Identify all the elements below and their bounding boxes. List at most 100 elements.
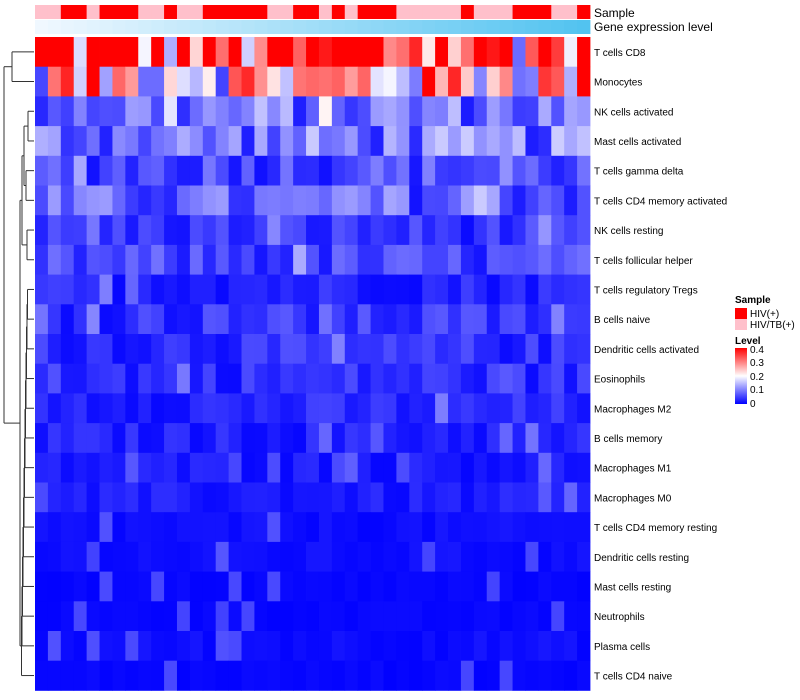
heatmap-cell — [370, 126, 384, 157]
heatmap-cell — [486, 452, 501, 483]
heatmap-cell — [499, 423, 513, 454]
heatmap-cell — [564, 393, 578, 424]
heatmap-cell — [551, 155, 565, 186]
heatmap-cell — [435, 96, 449, 127]
heatmap-cell — [460, 452, 475, 483]
heatmap-cell — [564, 155, 578, 186]
heatmap-cell — [293, 96, 307, 127]
heatmap-cell — [577, 452, 591, 483]
heatmap-cell — [151, 601, 165, 632]
heatmap-cell — [151, 37, 165, 68]
heatmap-cell — [164, 274, 178, 305]
heatmap-cell — [189, 185, 204, 216]
heatmap-cell — [318, 215, 333, 246]
heatmap-cell — [383, 96, 397, 127]
heatmap-cell — [241, 37, 255, 68]
heatmap-cell — [267, 601, 281, 632]
row-label: Eosinophils — [594, 375, 645, 386]
heatmap-cell — [577, 304, 591, 335]
heatmap-cell — [99, 304, 113, 335]
heatmap-cell — [538, 363, 552, 394]
heatmap-cell — [344, 660, 359, 691]
heatmap-cell — [538, 304, 552, 335]
heatmap-cell — [228, 660, 242, 691]
heatmap-cell — [189, 541, 204, 572]
heatmap-cell — [318, 334, 333, 365]
expression-annotation-cell — [125, 20, 139, 34]
heatmap-cell — [396, 185, 410, 216]
heatmap-cell — [176, 631, 191, 662]
heatmap-cell — [241, 304, 255, 335]
heatmap-cell — [112, 541, 126, 572]
heatmap-cell — [35, 452, 49, 483]
heatmap-cell — [138, 274, 152, 305]
heatmap-cell — [409, 37, 423, 68]
heatmap-cell — [577, 274, 591, 305]
heatmap-cell — [267, 155, 281, 186]
heatmap-cell — [86, 66, 100, 97]
heatmap-cell — [293, 393, 307, 424]
heatmap-cell — [47, 96, 62, 127]
heatmap-cell — [538, 660, 552, 691]
heatmap-cell — [318, 601, 333, 632]
heatmap-cell — [241, 66, 255, 97]
heatmap-cell — [525, 126, 539, 157]
heatmap-cell — [370, 541, 384, 572]
heatmap-cell — [151, 155, 165, 186]
heatmap-cell — [228, 126, 242, 157]
heatmap-cell — [280, 37, 294, 68]
expression-annotation-cell — [151, 20, 165, 34]
heatmap-cell — [241, 631, 255, 662]
heatmap-cell — [215, 393, 230, 424]
heatmap-cell — [460, 37, 475, 68]
heatmap-cell — [164, 244, 178, 275]
heatmap-cell — [357, 660, 371, 691]
heatmap-cell — [357, 363, 371, 394]
heatmap-cell — [60, 512, 75, 543]
sample-annotation-cell — [125, 5, 139, 19]
heatmap-cell — [409, 452, 423, 483]
heatmap-cell — [525, 660, 539, 691]
heatmap-cell — [357, 96, 371, 127]
heatmap-cell — [396, 541, 410, 572]
heatmap-cell — [228, 96, 242, 127]
heatmap-cell — [512, 37, 526, 68]
heatmap-cell — [473, 66, 488, 97]
heatmap-cell — [460, 571, 475, 602]
heatmap-cell — [486, 155, 501, 186]
expression-annotation-cell — [99, 20, 113, 34]
heatmap-cell — [473, 423, 488, 454]
heatmap-cell — [383, 215, 397, 246]
heatmap-cell — [280, 660, 294, 691]
heatmap-cell — [383, 482, 397, 513]
heatmap-cell — [202, 660, 217, 691]
heatmap-cell — [396, 512, 410, 543]
heatmap-cell — [73, 215, 88, 246]
heatmap-cell — [189, 96, 204, 127]
heatmap-cell — [383, 274, 397, 305]
heatmap-cell — [125, 126, 139, 157]
heatmap-cell — [99, 393, 113, 424]
heatmap-cell — [370, 423, 384, 454]
heatmap-cell — [306, 482, 320, 513]
heatmap-cell — [138, 393, 152, 424]
heatmap-cell — [331, 423, 346, 454]
heatmap-cell — [344, 155, 359, 186]
heatmap-cell — [267, 126, 281, 157]
heatmap-cell — [383, 304, 397, 335]
heatmap-cell — [383, 244, 397, 275]
heatmap-cell — [293, 126, 307, 157]
heatmap-cell — [318, 512, 333, 543]
heatmap-cell — [551, 244, 565, 275]
heatmap-cell — [138, 96, 152, 127]
heatmap-cell — [318, 452, 333, 483]
heatmap-cell — [125, 155, 139, 186]
heatmap-cell — [241, 423, 255, 454]
heatmap-cell — [306, 571, 320, 602]
heatmap-cell — [86, 126, 100, 157]
heatmap-cell — [473, 512, 488, 543]
heatmap-cell — [318, 185, 333, 216]
heatmap-cell — [370, 452, 384, 483]
row-label: Mast cells activated — [594, 137, 681, 148]
